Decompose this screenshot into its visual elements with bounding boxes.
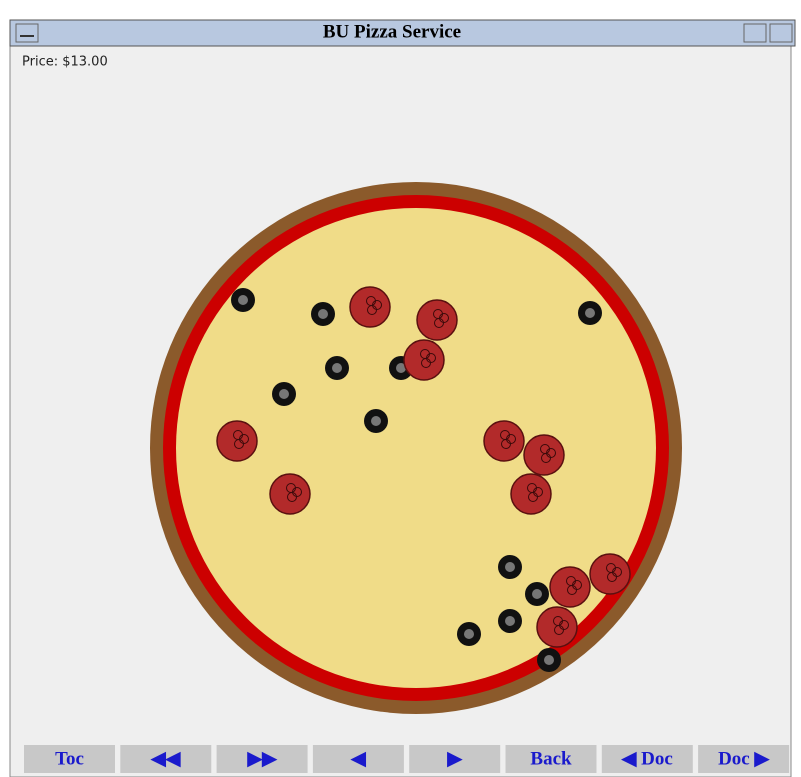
restore-button[interactable] <box>743 23 767 43</box>
pizza <box>150 182 682 714</box>
nav-button-label: ◀◀ <box>150 748 181 769</box>
olive-hole <box>396 363 406 373</box>
olive-hole <box>318 309 328 319</box>
nav-bar: Toc ◀◀ ▶▶ ◀ ▶ Back ◀ Doc Doc ▶ <box>24 745 790 773</box>
price-label: Price: $13.00 <box>22 55 108 70</box>
pepperoni <box>523 434 565 476</box>
olive-hole <box>279 389 289 399</box>
pepperoni-spot <box>528 492 538 502</box>
pepperoni-spot <box>554 625 564 635</box>
pepperoni <box>416 299 458 341</box>
pepperoni-spot <box>506 434 516 444</box>
olive-hole <box>238 295 248 305</box>
nav-button-label: Toc <box>55 748 84 769</box>
pepperoni-spot <box>501 439 511 449</box>
pepperoni-spot <box>607 572 617 582</box>
nav-button-label: ◀ Doc <box>621 748 673 769</box>
pepperoni <box>589 553 631 595</box>
pepperoni <box>483 420 525 462</box>
pepperoni <box>549 566 591 608</box>
olive-hole <box>505 562 515 572</box>
pepperoni-spot <box>439 313 449 323</box>
maximize-button[interactable] <box>769 23 793 43</box>
pepperoni-spot <box>572 580 582 590</box>
olive-hole <box>505 616 515 626</box>
pepperoni <box>349 286 391 328</box>
pepperoni-spot <box>541 453 551 463</box>
nav-button-label: ▶ <box>446 748 463 769</box>
pepperoni <box>216 420 258 462</box>
olive-hole <box>532 589 542 599</box>
nav-button-label: Back <box>530 748 572 769</box>
pepperoni-spot <box>546 448 556 458</box>
pepperoni-spot <box>287 492 297 502</box>
nav-button[interactable] <box>601 745 693 773</box>
pepperoni-spot <box>533 487 543 497</box>
pepperoni <box>510 473 552 515</box>
pepperoni-spot <box>559 620 569 630</box>
nav-button[interactable] <box>120 745 212 773</box>
pepperoni-spot <box>426 353 436 363</box>
pepperoni <box>269 473 311 515</box>
nav-button[interactable] <box>216 745 308 773</box>
pepperoni <box>403 339 445 381</box>
nav-button[interactable] <box>698 745 790 773</box>
pepperoni-spot <box>434 318 444 328</box>
olive-hole <box>544 655 554 665</box>
pepperoni-spot <box>239 434 249 444</box>
olive-hole <box>332 363 342 373</box>
pepperoni-spot <box>234 439 244 449</box>
window-title: BU Pizza Service <box>323 21 461 42</box>
cheese <box>176 208 656 688</box>
olive-hole <box>464 629 474 639</box>
pepperoni-spot <box>567 585 577 595</box>
nav-button-label: Doc ▶ <box>718 748 770 769</box>
nav-button[interactable] <box>409 745 501 773</box>
nav-button-label: ▶▶ <box>246 748 278 769</box>
minimize-button[interactable] <box>15 23 39 43</box>
olive-hole <box>585 308 595 318</box>
title-bar <box>9 19 796 47</box>
pepperoni-spot <box>367 305 377 315</box>
nav-button[interactable] <box>505 745 597 773</box>
pepperoni-spot <box>421 358 431 368</box>
pepperoni-spot <box>612 567 622 577</box>
nav-button[interactable] <box>24 745 115 773</box>
pepperoni-spot <box>372 300 382 310</box>
pepperoni <box>536 606 578 648</box>
nav-button[interactable] <box>312 745 404 773</box>
pepperoni-spot <box>292 487 302 497</box>
olive-hole <box>371 416 381 426</box>
nav-button-label: ◀ <box>350 748 366 769</box>
